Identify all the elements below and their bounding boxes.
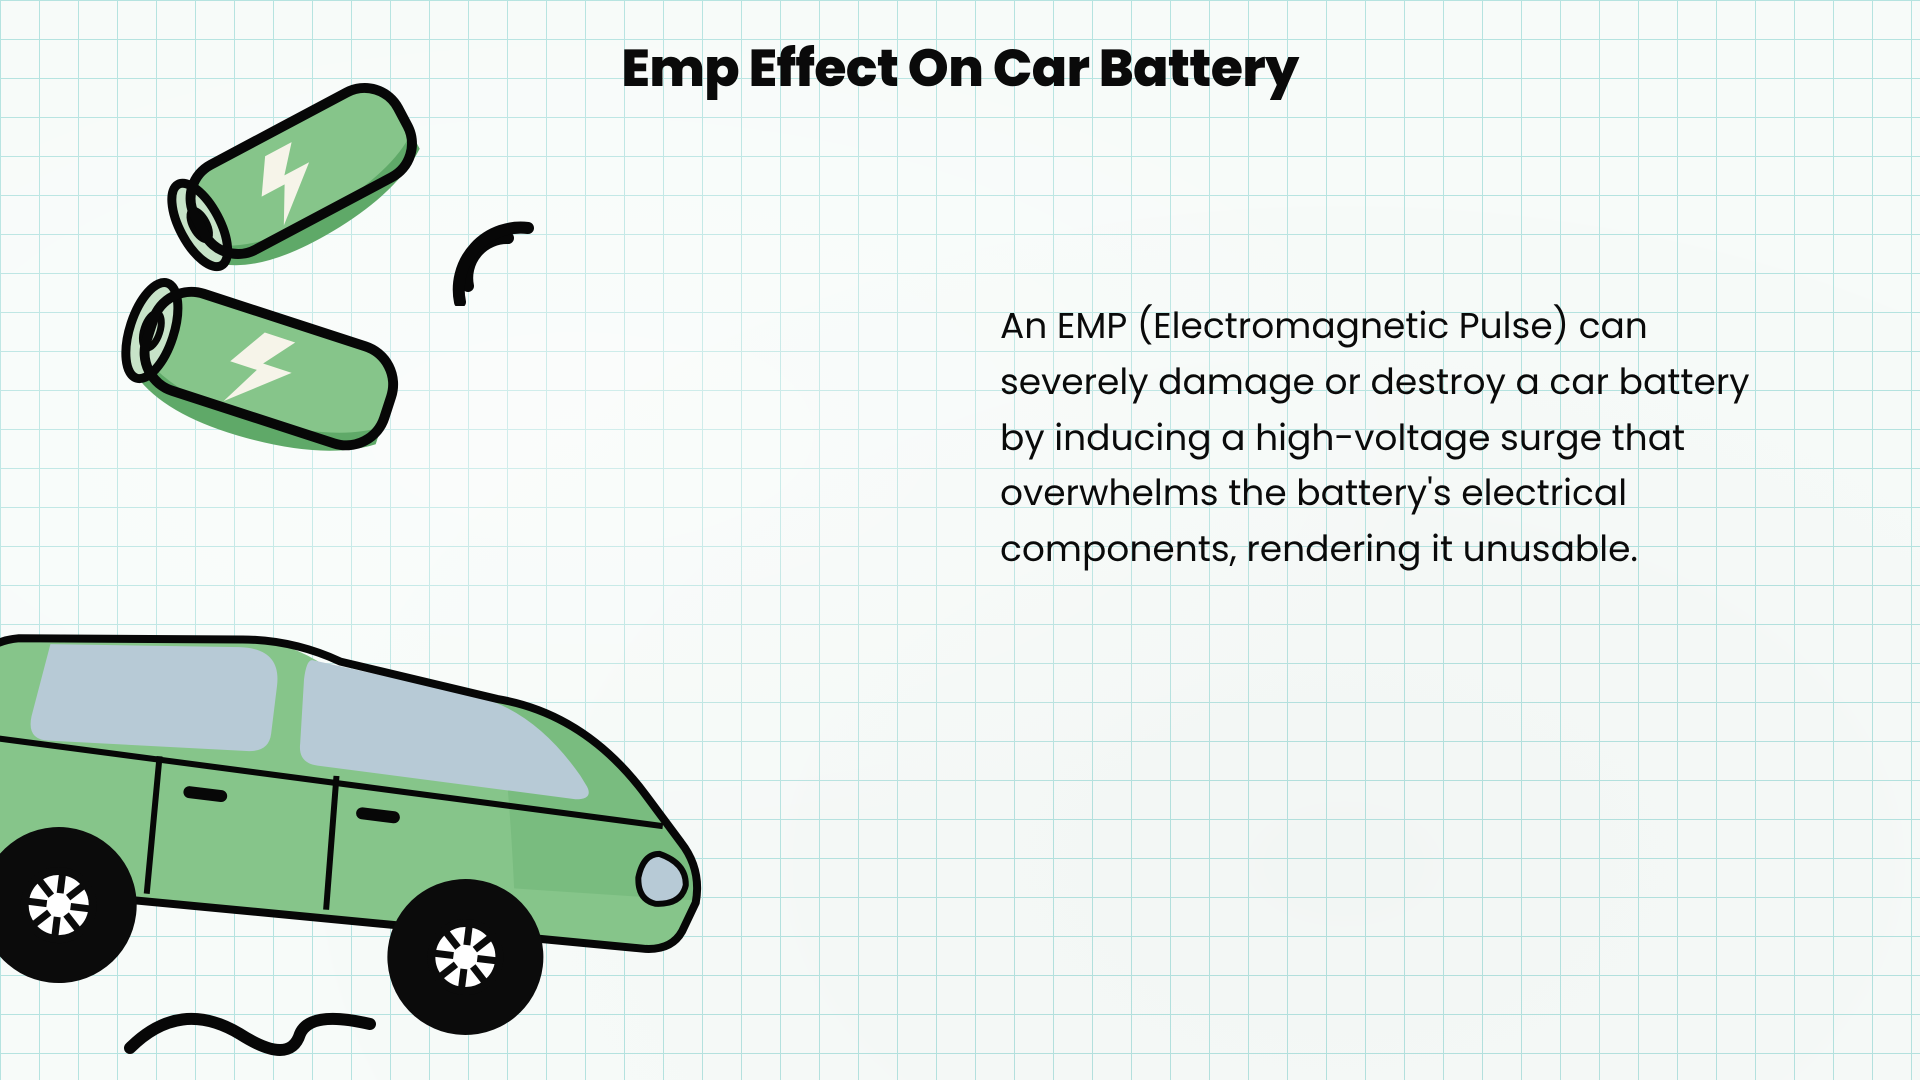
description-paragraph: An EMP (Electromagnetic Pulse) can sever… xyxy=(1000,298,1750,577)
batteries-icon xyxy=(106,78,446,478)
page-title: Emp Effect On Car Battery xyxy=(621,30,1298,108)
car-icon xyxy=(0,610,740,1050)
signal-marks-icon xyxy=(448,216,538,306)
scribble-icon xyxy=(120,1004,380,1074)
